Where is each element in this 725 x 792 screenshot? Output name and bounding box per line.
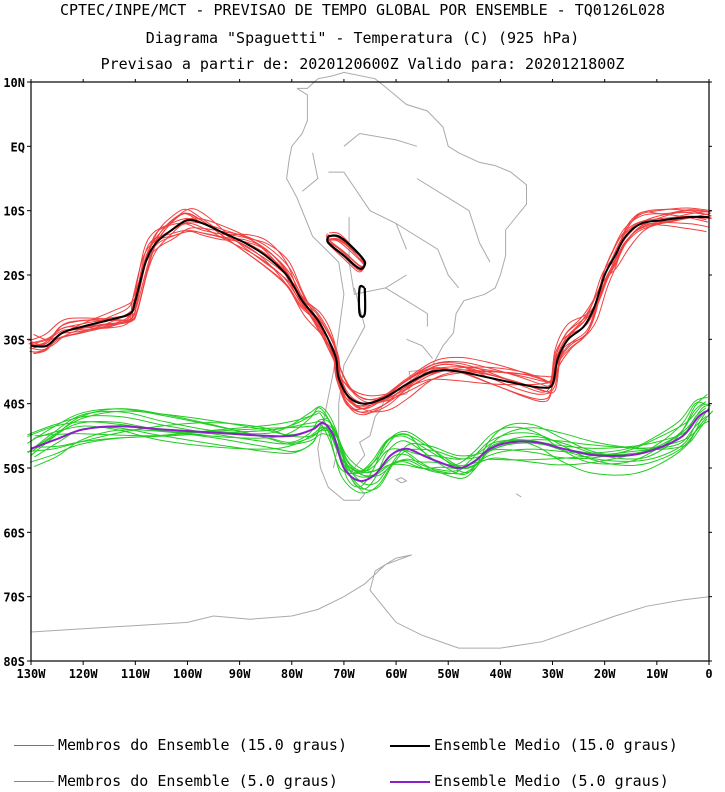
title-line-1: CPTEC/INPE/MCT - PREVISAO DE TEMPO GLOBA… [59,1,666,19]
border-line [301,152,319,192]
lat-tick-label: 10S [3,205,25,219]
member-5-contour [34,406,710,476]
member-5-contour [32,407,708,491]
legend-members-5-label: Membros do Ensemble (5.0 graus) [58,772,338,790]
lon-tick-label: 20W [594,667,616,681]
lon-tick-label: 30W [542,667,564,681]
member-5-contour [27,407,707,479]
lat-tick-label: 50S [3,462,25,476]
lon-tick-label: 0 [705,667,712,681]
lon-tick-label: 130W [17,667,47,681]
lat-tick-label: 20S [3,269,25,283]
lon-tick-label: 80W [281,667,303,681]
lat-tick-label: 80S [3,655,25,669]
lon-tick-label: 120W [69,667,99,681]
lon-tick-label: 40W [490,667,512,681]
lon-tick-label: 90W [229,667,251,681]
mean-15-andes-contour [326,234,367,270]
legend-mean-5-swatch [390,781,430,783]
legend-mean-15-swatch [390,745,430,747]
lat-tick-label: 60S [3,526,25,540]
lon-tick-label: 100W [173,667,203,681]
legend-members-15-swatch [14,745,54,746]
lon-tick-label: 110W [121,667,151,681]
map-frame [30,81,710,662]
member-15-contour [29,216,707,413]
coastline-layer [30,71,710,649]
ensemble-mean-layer [30,215,710,483]
member-5-contour [33,420,710,478]
title-line-3: Previsao a partir de: 2020120600Z Valido… [100,55,625,73]
border-line [395,223,460,289]
lat-tick-label: 70S [3,591,25,605]
members-15-layer [28,207,712,416]
mean-5-contour [30,409,710,483]
title-line-2: Diagrama "Spaguetti" - Temperatura (C) (… [145,29,580,47]
lat-tick-label: EQ [11,140,25,154]
lon-tick-label: 50W [437,667,459,681]
border-line [343,132,418,147]
antarctica-coast [30,554,710,649]
falkland-islands [394,477,408,484]
lat-tick-label: 40S [3,398,25,412]
legend-members-15-label: Membros do Ensemble (15.0 graus) [58,736,347,754]
mean-15-contour [30,215,710,405]
lon-tick-label: 70W [333,667,355,681]
south-america-coast [286,71,527,501]
border-line [385,287,428,327]
lat-tick-label: 10N [3,76,25,90]
member-15-contour [29,220,710,413]
lon-tick-label: 10W [646,667,668,681]
legend-mean-5-label: Ensemble Medio (5.0 graus) [434,772,669,790]
member-5-contour [33,410,714,478]
mean-15-andes-contour-2 [357,284,367,318]
lat-tick-label: 30S [3,333,25,347]
border-line [328,171,407,250]
border-line [406,338,433,359]
south-georgia [515,493,522,498]
member-15-contour [28,208,707,407]
legend-mean-15-label: Ensemble Medio (15.0 graus) [434,736,678,754]
lon-tick-label: 60W [385,667,407,681]
legend-members-5-swatch [14,781,54,782]
border-line [416,178,491,263]
